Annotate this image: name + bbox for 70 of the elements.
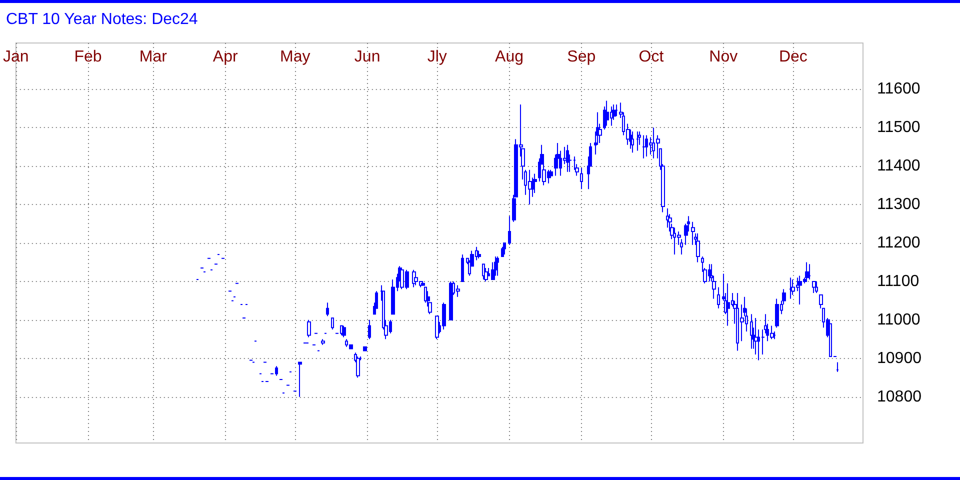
candlestick (812, 280, 816, 294)
candlestick (805, 262, 809, 282)
x-tick-label: Nov (709, 48, 738, 66)
candlestick (580, 168, 583, 190)
y-tick-label: 10800 (877, 388, 922, 406)
x-tick-label: Jun (354, 48, 380, 66)
y-tick-label: 11200 (877, 234, 920, 252)
candlestick (307, 319, 311, 338)
candlestick (331, 318, 334, 330)
y-tick-label: 11600 (877, 80, 920, 98)
candlestick (449, 280, 453, 320)
x-tick-label: Feb (74, 48, 102, 66)
y-tick-label: 11300 (877, 196, 920, 214)
candlestick (424, 286, 427, 304)
y-tick-label: 11000 (877, 311, 920, 328)
candlestick (321, 338, 325, 346)
candlestick (750, 314, 753, 350)
candlestick (666, 208, 669, 228)
x-tick-label: Sep (567, 48, 596, 66)
candlestick (482, 264, 485, 280)
candlestick (566, 144, 569, 172)
candlestick (368, 319, 371, 340)
candlestick (533, 173, 537, 194)
candlestick (615, 104, 618, 117)
x-tick-label: Jan (3, 48, 29, 66)
candlestick (789, 277, 793, 300)
candlestick (461, 254, 464, 282)
candlestick (717, 286, 720, 309)
candlestick (484, 268, 488, 282)
candlestick (501, 246, 504, 257)
y-tick-label: 10900 (877, 350, 922, 367)
y-tick-label: 11400 (877, 158, 920, 175)
x-tick-label: Apr (212, 48, 238, 66)
candlestick (631, 130, 634, 154)
chart-title: CBT 10 Year Notes: Dec24 (6, 11, 198, 29)
candlestick (496, 256, 499, 276)
candlestick (342, 325, 346, 338)
candlestick (645, 134, 648, 157)
candlestick (642, 134, 646, 159)
x-tick-label: Mar (139, 48, 168, 66)
candlestick (726, 282, 730, 326)
candlestick (442, 302, 446, 330)
candlestick (326, 302, 329, 317)
candlestick (356, 356, 360, 378)
candlestick (791, 279, 795, 296)
candlestick (503, 242, 506, 256)
candlestick (808, 264, 811, 280)
candlestick (363, 346, 367, 352)
y-tick-label: 11500 (877, 119, 920, 136)
x-tick-label: Dec (778, 48, 808, 66)
candlestick (775, 298, 779, 328)
candlestick (298, 362, 302, 398)
candlestick (435, 316, 439, 340)
x-tick-label: May (280, 48, 310, 66)
candlestick (605, 100, 609, 126)
y-tick-label: 11100 (877, 272, 920, 290)
x-tick-label: Oct (638, 48, 664, 66)
x-tick-label: Jly (427, 48, 447, 66)
candlestick (770, 325, 774, 340)
candlestick (691, 221, 695, 246)
candlestick (836, 362, 839, 372)
candlestick (528, 169, 532, 206)
candlestick (494, 256, 497, 276)
x-tick-label: Aug (495, 48, 524, 66)
candlestick (477, 250, 481, 259)
candlestick (636, 130, 639, 152)
candlestick (508, 216, 511, 246)
candlestick (696, 232, 700, 263)
candlestick (815, 280, 818, 294)
candlestick (456, 284, 460, 298)
